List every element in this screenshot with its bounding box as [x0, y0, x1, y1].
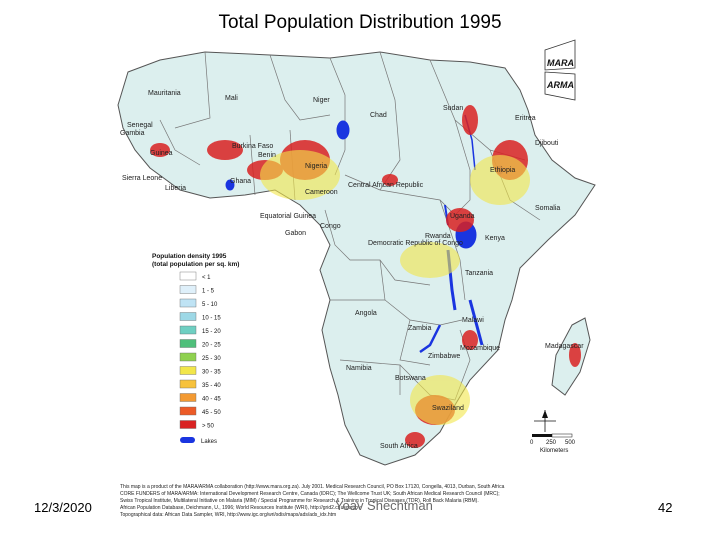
legend-label: 30 - 35	[202, 370, 221, 376]
svg-text:ARMA: ARMA	[546, 80, 574, 90]
credit-line: This map is a product of the MARA/ARMA c…	[120, 484, 505, 490]
label-congo: Congo	[320, 223, 341, 230]
legend-swatch	[179, 379, 197, 389]
label-chad: Chad	[370, 112, 387, 119]
lake-malawi	[468, 299, 484, 346]
label-angola: Angola	[355, 310, 377, 317]
label-uganda: Uganda	[450, 213, 475, 220]
legend-swatch	[179, 339, 197, 348]
label-drc: Democratic Republic of Congo	[368, 240, 463, 247]
label-namibia: Namibia	[346, 365, 372, 372]
label-cameroon: Cameroon	[305, 189, 338, 196]
map-title: Total Population Distribution 1995	[218, 12, 502, 33]
legend-label: 45 - 50	[202, 410, 221, 416]
label-zimbabwe: Zimbabwe	[428, 353, 460, 360]
legend-swatch	[179, 298, 197, 308]
label-central-african-republic: Central African Republic	[348, 182, 424, 189]
label-eritrea: Eritrea	[515, 115, 536, 122]
label-swaziland: Swaziland	[432, 405, 464, 412]
label-guinea: Guinea	[150, 150, 173, 157]
label-kenya: Kenya	[485, 235, 505, 242]
legend-label: 40 - 45	[202, 397, 221, 403]
label-malawi: Malawi	[462, 317, 484, 324]
svg-text:MARA: MARA	[547, 58, 574, 68]
legend-swatch	[179, 406, 197, 416]
label-tanzania: Tanzania	[465, 270, 493, 277]
legend: Population density 1995 (total populatio…	[152, 253, 239, 445]
legend-swatch	[179, 325, 197, 335]
legend-label: 35 - 40	[202, 383, 221, 389]
scale-unit: Kilometers	[540, 448, 568, 454]
label-sudan: Sudan	[443, 105, 463, 112]
credit-line: Topographical data: African Data Sampler…	[120, 512, 337, 518]
label-mauritania: Mauritania	[148, 90, 181, 97]
credit-line: CORE FUNDERS of MARA/ARMA: International…	[120, 491, 500, 497]
legend-subtitle: (total population per sq. km)	[152, 261, 239, 268]
map-credits: This map is a product of the MARA/ARMA c…	[120, 484, 680, 519]
label-ghana: Ghana	[230, 178, 251, 185]
legend-label: > 50	[202, 424, 215, 430]
legend-label: 15 - 20	[202, 329, 221, 335]
lake-chad	[336, 120, 350, 140]
scale-tick-0: 0	[530, 440, 534, 446]
legend-swatch	[179, 420, 197, 429]
north-arrow	[534, 410, 556, 432]
label-south-africa: South Africa	[380, 443, 418, 450]
legend-lakes-label: Lakes	[201, 439, 217, 445]
legend-lakes-swatch	[180, 437, 195, 443]
legend-swatch	[179, 366, 197, 375]
label-benin: Benin	[258, 152, 276, 159]
label-mozambique: Mozambique	[460, 345, 500, 352]
lake-kariba	[419, 324, 442, 354]
label-gabon: Gabon	[285, 230, 306, 237]
label-somalia: Somalia	[535, 205, 560, 212]
label-niger: Niger	[313, 97, 330, 104]
legend-label: < 1	[202, 275, 211, 281]
label-senegal: Senegal	[127, 122, 153, 129]
legend-label: 20 - 25	[202, 343, 221, 349]
scale-tick-250: 250	[546, 440, 557, 446]
label-zambia: Zambia	[408, 325, 431, 332]
lake-volta	[225, 179, 235, 191]
population-mid-density	[260, 150, 530, 425]
label-equatorial-guinea: Equatorial Guinea	[260, 213, 316, 220]
legend-label: 25 - 30	[202, 356, 221, 362]
arma-logo: ARMA	[544, 71, 576, 101]
legend-title: Population density 1995	[152, 253, 227, 260]
scale-tick-500: 500	[565, 440, 576, 446]
label-djibouti: Djibouti	[535, 140, 559, 147]
country-labels: Mauritania Mali Niger Chad Sudan Eritrea…	[120, 90, 584, 450]
label-madagascar: Madagascar	[545, 343, 584, 350]
legend-swatch	[179, 393, 197, 402]
label-nigeria: Nigeria	[305, 163, 327, 170]
legend-label: 1 - 5	[202, 289, 215, 295]
label-liberia: Liberia	[165, 185, 186, 192]
label-botswana: Botswana	[395, 375, 426, 382]
label-gambia: Gambia	[120, 130, 145, 137]
legend-swatch	[179, 312, 197, 321]
legend-swatch	[179, 271, 197, 281]
label-mali: Mali	[225, 95, 238, 102]
legend-swatch	[179, 285, 197, 294]
legend-swatch	[179, 352, 197, 362]
label-rwanda: Rwanda	[425, 233, 451, 240]
label-sierra-leone: Sierra Leone	[122, 175, 162, 182]
footer-author: Yoav Shechtman	[335, 498, 433, 513]
footer-page-number: 42	[658, 500, 673, 515]
label-ethiopia: Ethiopia	[490, 167, 515, 174]
credit-line: African Population Database, Deichmann, …	[120, 505, 361, 511]
credit-line: Swiss Tropical Institute, Multilateral I…	[120, 498, 479, 504]
scale-bar: 0 250 500 Kilometers	[530, 433, 576, 454]
label-burkina-faso: Burkina Faso	[232, 143, 273, 150]
legend-label: 10 - 15	[202, 316, 221, 322]
footer-date: 12/3/2020	[34, 500, 92, 515]
legend-label: 5 - 10	[202, 302, 218, 308]
mara-logo: MARA	[544, 39, 576, 71]
